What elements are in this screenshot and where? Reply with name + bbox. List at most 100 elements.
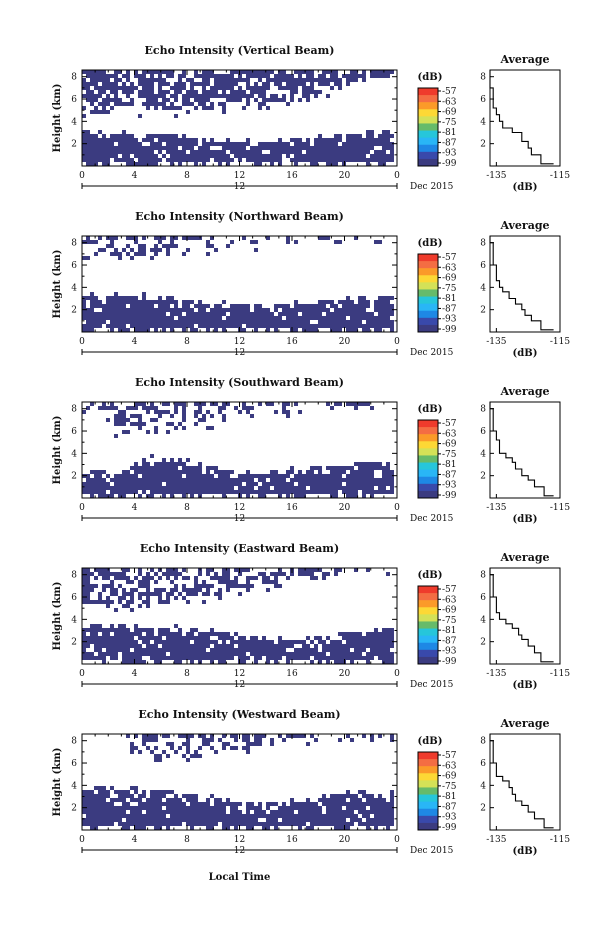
echo-cell xyxy=(86,656,90,660)
echo-cell xyxy=(134,86,138,90)
echo-cell xyxy=(130,652,134,656)
echo-cell xyxy=(126,320,130,324)
echo-cell xyxy=(326,78,330,82)
echo-cell xyxy=(190,656,194,660)
echo-cell xyxy=(154,490,158,494)
colorbar-tick-label: -87 xyxy=(442,138,457,148)
echo-cell xyxy=(350,74,354,78)
echo-cell xyxy=(298,98,302,102)
echo-cell xyxy=(386,652,390,656)
echo-cell xyxy=(158,462,162,466)
echo-cell xyxy=(150,478,154,482)
echo-cell xyxy=(386,478,390,482)
echo-cell xyxy=(206,592,210,596)
echo-cell xyxy=(106,648,110,652)
echo-cell xyxy=(210,402,214,406)
echo-cell xyxy=(154,806,158,810)
echo-cell xyxy=(86,90,90,94)
echo-cell xyxy=(226,478,230,482)
echo-cell xyxy=(138,580,142,584)
echo-cell xyxy=(274,478,278,482)
echo-cell xyxy=(234,490,238,494)
echo-cell xyxy=(146,588,150,592)
echo-cell xyxy=(82,794,86,798)
echo-cell xyxy=(130,588,134,592)
echo-cell xyxy=(370,818,374,822)
echo-cell xyxy=(226,138,230,142)
echo-cell xyxy=(310,308,314,312)
echo-cell xyxy=(130,794,134,798)
echo-cell xyxy=(102,478,106,482)
echo-cell xyxy=(234,802,238,806)
echo-cell xyxy=(382,138,386,142)
echo-cell xyxy=(126,802,130,806)
echo-cell xyxy=(266,402,270,406)
echo-cell xyxy=(138,814,142,818)
echo-cell xyxy=(102,138,106,142)
echo-cell xyxy=(82,150,86,154)
echo-cell xyxy=(186,236,190,240)
echo-cell xyxy=(210,806,214,810)
echo-cell xyxy=(146,410,150,414)
echo-cell xyxy=(158,490,162,494)
colorbar-frame xyxy=(417,751,439,831)
echo-cell xyxy=(106,818,110,822)
echo-cell xyxy=(214,466,218,470)
echo-cell xyxy=(98,78,102,82)
echo-cell xyxy=(154,102,158,106)
echo-cell xyxy=(358,304,362,308)
echo-cell xyxy=(230,142,234,146)
echo-cell xyxy=(98,316,102,320)
echo-cell xyxy=(242,656,246,660)
echo-cell xyxy=(338,806,342,810)
echo-cell xyxy=(338,810,342,814)
echo-cell xyxy=(126,406,130,410)
echo-cell xyxy=(158,656,162,660)
echo-cell xyxy=(162,324,166,328)
echo-cell xyxy=(158,810,162,814)
echo-cell xyxy=(298,648,302,652)
echo-cell xyxy=(158,316,162,320)
echo-cell xyxy=(98,656,102,660)
echo-cell xyxy=(214,150,218,154)
echo-cell xyxy=(162,814,166,818)
echo-cell xyxy=(182,418,186,422)
echo-cell xyxy=(262,490,266,494)
echo-cell xyxy=(162,822,166,826)
echo-cell xyxy=(198,652,202,656)
echo-cell xyxy=(238,308,242,312)
echo-cell xyxy=(218,162,222,166)
echo-cell xyxy=(274,74,278,78)
echo-cell xyxy=(90,584,94,588)
echo-cell xyxy=(334,794,338,798)
echo-cell xyxy=(318,490,322,494)
echo-cell xyxy=(142,470,146,474)
echo-cell xyxy=(98,406,102,410)
date-label: Dec 2015 xyxy=(410,182,454,192)
echo-cell xyxy=(114,806,118,810)
echo-cell xyxy=(174,138,178,142)
echo-cell xyxy=(114,150,118,154)
echo-cell xyxy=(278,482,282,486)
echo-cell xyxy=(86,798,90,802)
echo-cell xyxy=(174,312,178,316)
echo-cell xyxy=(134,786,138,790)
echo-cell xyxy=(142,86,146,90)
echo-cell xyxy=(326,656,330,660)
echo-cell xyxy=(170,592,174,596)
echo-cell xyxy=(318,640,322,644)
echo-cell xyxy=(362,138,366,142)
echo-cell xyxy=(102,158,106,162)
echo-cell xyxy=(310,572,314,576)
echo-cell xyxy=(382,818,386,822)
echo-cell xyxy=(202,656,206,660)
colorbar-swatch xyxy=(418,794,438,803)
echo-cell xyxy=(322,324,326,328)
echo-cell xyxy=(106,482,110,486)
echo-cell xyxy=(158,826,162,830)
echo-cell xyxy=(166,158,170,162)
echo-cell xyxy=(370,146,374,150)
echo-cell xyxy=(266,806,270,810)
echo-cell xyxy=(386,806,390,810)
echo-cell xyxy=(86,316,90,320)
